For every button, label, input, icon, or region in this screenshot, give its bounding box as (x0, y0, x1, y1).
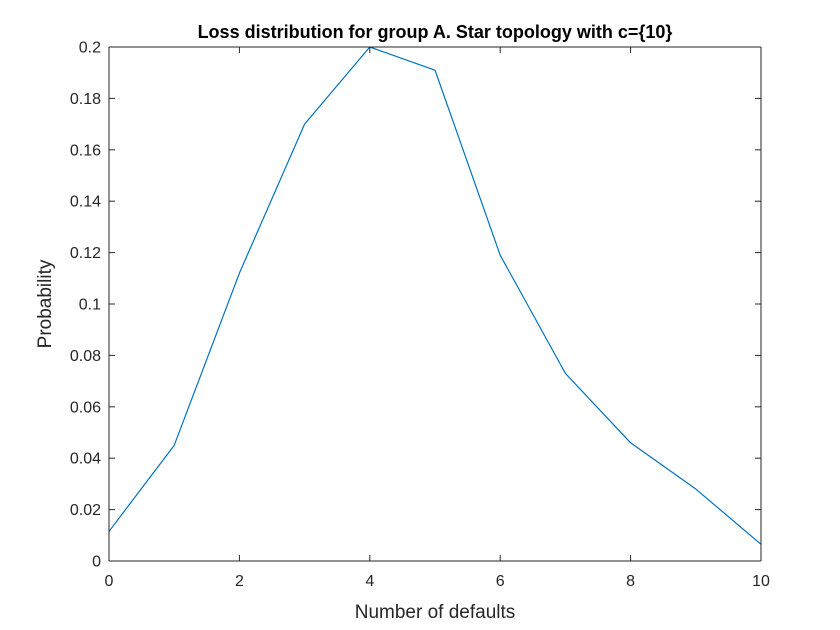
x-tick-label: 8 (626, 573, 635, 590)
x-tick-label: 4 (365, 573, 374, 590)
series-line-1 (108, 46, 762, 545)
y-tick-label: 0.12 (70, 245, 101, 262)
x-tick-label: 6 (496, 573, 505, 590)
chart-title: Loss distribution for group A. Star topo… (198, 22, 673, 42)
x-tick-label: 2 (235, 573, 244, 590)
y-tick-label: 0.1 (79, 297, 101, 314)
y-axis-label: Probability (35, 259, 56, 348)
y-tick-label: 0.2 (79, 40, 101, 57)
axes: 0 2 4 6 8 10 0 0.02 0.04 0.06 0.08 0.1 0.12 0.14 0.16 0… (70, 40, 770, 591)
x-axis-label: Number of defaults (355, 602, 516, 623)
data-marks (108, 46, 762, 545)
x-tick-label: 0 (105, 573, 114, 590)
y-tick-label: 0 (92, 554, 101, 571)
x-tick-label: 10 (752, 573, 770, 590)
y-tick-label: 0.06 (70, 399, 101, 416)
y-tick-label: 0.04 (70, 451, 101, 468)
y-tick-label: 0.02 (70, 502, 101, 519)
y-tick-label: 0.14 (70, 194, 101, 211)
y-tick-label: 0.16 (70, 142, 101, 159)
plot-area (109, 47, 761, 561)
y-tick-label: 0.18 (70, 91, 101, 108)
y-tick-label: 0.08 (70, 348, 101, 365)
